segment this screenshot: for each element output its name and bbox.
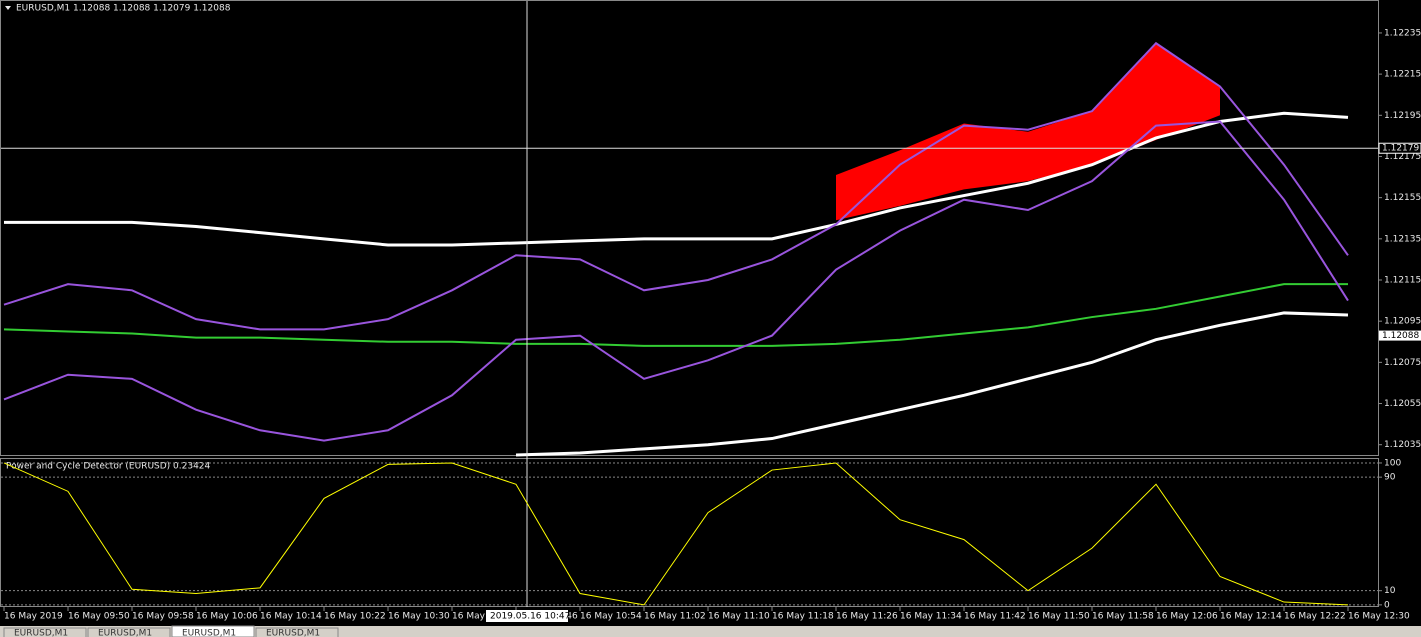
y-tick-label: 1.12235 [1384,28,1421,38]
crosshair-price-box [1378,142,1421,154]
indicator-line [3,120,1349,442]
x-tick-label: 16 May 12:14 [1220,612,1282,622]
crosshair-price: 1.12179 [1382,144,1419,154]
tab[interactable]: EURUSD,M1 [255,627,339,637]
tab-box[interactable] [171,625,255,637]
y-tick-label: 1.12155 [1384,193,1421,203]
tab-box[interactable] [87,627,171,637]
y-tick-label: 10 [1384,586,1396,596]
y-tick-label: 1.12215 [1384,70,1421,80]
tab-bar [0,626,1421,637]
tab[interactable]: EURUSD,M1 [87,627,171,637]
x-tick-label: 16 May 11:10 [708,612,770,622]
indicator-line [4,111,1349,247]
x-tick-label: 16 May 11:18 [772,612,834,622]
x-tick-label: 16 May 10:38 [452,612,514,622]
crosshair-time: 2019.05.16 10:47 [490,612,570,622]
x-tick-label: 16 May 10:22 [324,612,386,622]
indicator-line [3,462,1349,606]
crosshair-time-box [486,610,568,622]
x-tick-label: 16 May 11:58 [1092,612,1154,622]
indicator-line [3,41,1349,331]
indicator-line [3,283,1348,347]
symbol-header: EURUSD,M1 1.12088 1.12088 1.12079 1.1208… [16,4,231,14]
tab[interactable]: EURUSD,M1 [171,625,255,637]
indicator-header: Power and Cycle Detector (EURUSD) 0.2342… [6,462,211,472]
y-tick-label: 0 [1384,600,1390,610]
x-tick-label: 16 May 11:26 [836,612,898,622]
x-tick-label: 16 May 11:02 [644,612,706,622]
indicator-line [515,311,1349,457]
y-tick-label: 1.12195 [1384,111,1421,121]
y-tick-label: 1.12175 [1384,152,1421,162]
y-tick-label: 1.12115 [1384,276,1421,286]
y-tick-label: 1.12035 [1384,440,1421,450]
current-price-box [1379,330,1421,341]
tab-label[interactable]: EURUSD,M1 [182,629,236,637]
tab-box[interactable] [255,627,339,637]
y-tick-label: 1.12075 [1384,358,1421,368]
y-tick-label: 90 [1384,473,1396,483]
x-tick-label: 16 May 12:06 [1156,612,1218,622]
menu-arrow[interactable] [5,6,11,10]
tab-label[interactable]: EURUSD,M1 [98,629,152,637]
y-tick-label: 1.12095 [1384,317,1421,327]
tab-label[interactable]: EURUSD,M1 [14,629,68,637]
x-tick-label: 16 May 10:14 [260,612,322,622]
x-tick-label: 16 May 09:50 [68,612,130,622]
x-tick-label: 16 May 09:58 [132,612,194,622]
x-tick-label: 16 May 11:50 [1028,612,1090,622]
x-tick-label: 16 May 10:54 [580,612,642,622]
tab[interactable]: EURUSD,M1 [3,627,87,637]
x-tick-label: 16 May 11:34 [900,612,962,622]
x-tick-label: 16 May 10:06 [196,612,258,622]
y-tick-label: 100 [1384,458,1401,468]
x-tick-label: 16 May 10:30 [388,612,450,622]
cloud [836,43,1220,221]
tab-box[interactable] [3,627,87,637]
current-price: 1.12088 [1382,331,1419,341]
x-tick-label: 16 May 2019 [4,612,63,622]
y-tick-label: 1.12055 [1384,399,1421,409]
tab-label[interactable]: EURUSD,M1 [266,629,320,637]
x-tick-label: 16 May 12:22 [1284,612,1346,622]
x-tick-label: 16 May 12:30 [1348,612,1410,622]
main-panel [0,0,1379,456]
y-tick-label: 1.12135 [1384,234,1421,244]
oscillator-panel [0,458,1379,607]
x-tick-label: 16 May 11:42 [964,612,1026,622]
